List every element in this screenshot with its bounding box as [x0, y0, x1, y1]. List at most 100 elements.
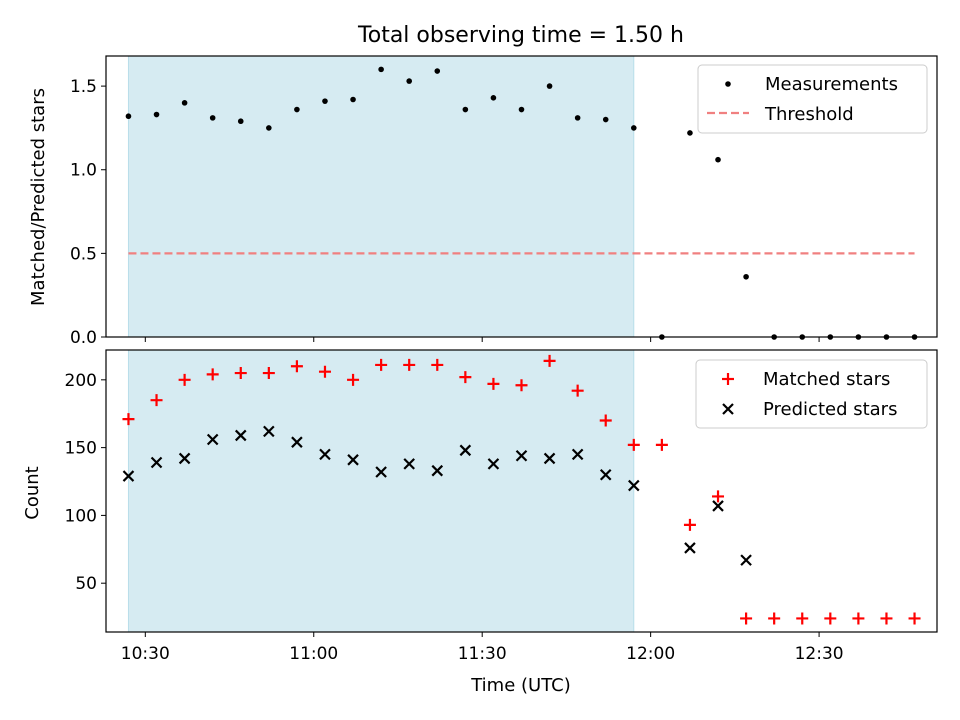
measurement-point	[322, 98, 328, 104]
legend-label-measurements: Measurements	[765, 74, 898, 95]
matched-point	[908, 612, 921, 625]
matched-point	[599, 414, 612, 427]
predicted-point	[375, 466, 387, 478]
bottom-plot-frame	[105, 349, 938, 633]
predicted-point	[712, 500, 724, 512]
measurement-point	[350, 96, 356, 103]
predicted-point	[234, 429, 247, 442]
predicted-point	[150, 456, 163, 469]
measurement-point	[378, 66, 384, 73]
matched-point	[178, 373, 191, 386]
top-y-tick-label: 1.5	[70, 77, 97, 97]
bottom-y-axis-label: Count	[22, 466, 43, 519]
measurement-point	[687, 130, 693, 136]
predicted-point	[515, 449, 528, 462]
measurement-point	[406, 78, 413, 84]
measurement-point	[715, 156, 721, 163]
measurement-point	[294, 106, 300, 113]
predicted-point	[487, 458, 500, 470]
matched-point	[712, 490, 725, 503]
predicted-point	[740, 554, 752, 566]
bottom-y-tick-label: 100	[65, 506, 97, 526]
legend-marker-predicted	[722, 403, 734, 415]
top-y-tick-label: 0.0	[70, 328, 97, 348]
measurement-point	[153, 111, 160, 118]
matched-point	[206, 368, 219, 381]
measurement-point	[546, 83, 553, 89]
bottom-shaded-region	[127, 349, 635, 633]
predicted-point	[206, 433, 219, 446]
chart-title: Total observing time = 1.50 h	[357, 23, 684, 48]
matched-point	[880, 612, 893, 625]
measurement-point	[434, 68, 441, 74]
bottom-x-tick-label: 11:30	[458, 644, 507, 664]
legend-label-predicted: Predicted stars	[763, 399, 897, 420]
matched-point	[318, 365, 331, 378]
matched-point	[852, 612, 865, 625]
bottom-legend: Matched stars Predicted stars	[695, 359, 928, 429]
matched-point	[571, 384, 584, 397]
matched-point	[515, 379, 528, 392]
measurement-point	[743, 273, 749, 280]
bottom-x-tick-label: 10:30	[121, 644, 170, 664]
matched-point	[740, 612, 753, 625]
top-panel: 0.0 0.5 1.0 1.5 Matched/Predicted stars Mea…	[28, 55, 938, 348]
measurement-point	[518, 106, 525, 113]
top-plot-frame	[105, 55, 938, 338]
top-legend-box	[697, 64, 928, 134]
bottom-x-tick-label: 11:00	[289, 644, 338, 664]
predicted-point	[459, 444, 472, 457]
bottom-x-ticks: 10:30 11:00 11:30 12:00 12:30	[121, 632, 844, 664]
predicted-point	[178, 452, 191, 465]
top-shaded-region	[127, 55, 635, 338]
predicted-point	[122, 470, 135, 482]
matched-point	[347, 373, 360, 386]
legend-label-matched: Matched stars	[763, 369, 890, 390]
matched-point	[543, 354, 556, 367]
matched-point	[403, 358, 416, 371]
predicted-point	[347, 454, 359, 466]
bottom-y-ticks: 50 100 150 200	[65, 371, 106, 594]
bottom-y-tick-label: 200	[65, 371, 97, 391]
matched-point	[683, 518, 696, 531]
count-points	[122, 354, 921, 625]
matched-point	[150, 394, 163, 407]
predicted-point	[263, 425, 275, 438]
matched-point	[796, 612, 809, 625]
top-y-ticks: 0.0 0.5 1.0 1.5	[70, 77, 106, 348]
measurement-point	[462, 106, 469, 113]
predicted-point	[628, 479, 640, 492]
matched-point	[431, 358, 444, 371]
bottom-panel: 50 100 150 200 10:30 11:00 11:30 12:00 12:30 Co…	[22, 349, 938, 696]
measurement-point	[266, 125, 272, 131]
measurement-point	[574, 115, 581, 121]
measurement-point	[181, 100, 188, 106]
x-axis-label: Time (UTC)	[470, 675, 571, 696]
matched-point	[290, 360, 303, 373]
matched-point	[262, 367, 275, 380]
top-x-ticks	[144, 337, 820, 342]
predicted-point	[571, 448, 584, 461]
predicted-point	[684, 542, 696, 554]
measurement-point	[630, 125, 637, 131]
predicted-point	[431, 464, 444, 477]
predicted-point	[319, 448, 331, 461]
legend-marker-matched	[722, 373, 734, 385]
bottom-x-tick-label: 12:30	[795, 644, 844, 664]
top-y-tick-label: 1.0	[70, 161, 97, 181]
predicted-point	[599, 468, 612, 481]
legend-label-threshold: Threshold	[764, 104, 854, 125]
bottom-x-tick-label: 12:00	[626, 644, 675, 664]
measurement-point	[602, 116, 609, 123]
predicted-point	[543, 452, 556, 465]
bottom-y-tick-label: 150	[65, 439, 97, 459]
bottom-legend-box	[695, 359, 928, 429]
matched-point	[655, 438, 668, 451]
matched-point	[824, 612, 837, 625]
top-legend: Measurements Threshold	[697, 64, 928, 134]
measurement-point	[237, 118, 244, 125]
measurement-point	[209, 115, 216, 121]
measurement-point	[125, 113, 132, 120]
top-y-axis-label: Matched/Predicted stars	[28, 88, 49, 306]
